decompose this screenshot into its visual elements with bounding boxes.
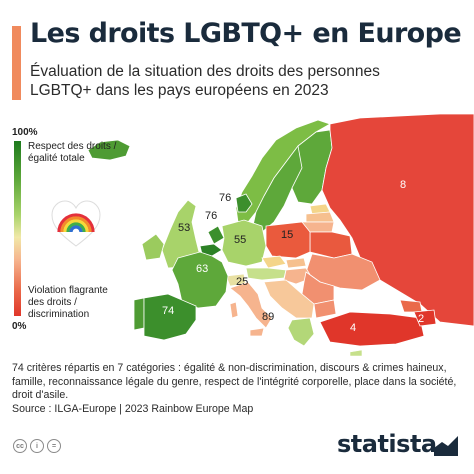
cc-icon: cc [13, 439, 27, 453]
label-france: 63 [196, 263, 208, 275]
legend-top-label-line1: Respect des droits / [28, 141, 117, 152]
legend-bottom-label-line1: Violation flagrante [28, 285, 108, 296]
source-text: Source : ILGA-Europe | 2023 Rainbow Euro… [12, 402, 254, 415]
country-balkans [263, 279, 315, 319]
label-italy: 25 [236, 276, 248, 288]
country-belarus [309, 231, 353, 259]
country-italy [229, 281, 273, 329]
country-germany [221, 219, 267, 267]
legend-color-scale [14, 141, 21, 316]
statista-logo: statista [337, 430, 437, 458]
label-uk: 53 [178, 222, 190, 234]
statista-logo-mark-icon [434, 436, 458, 456]
page-subtitle: Évaluation de la situation des droits de… [30, 63, 380, 99]
europe-map: 76 76 53 55 15 63 74 25 89 8 4 2 [87, 113, 474, 357]
country-czechia [261, 255, 287, 269]
country-iceland [87, 139, 131, 161]
legend-max-value: 100% [12, 127, 38, 138]
country-france [171, 251, 229, 309]
legend-bottom-label-line3: discrimination [28, 309, 90, 320]
country-portugal [133, 297, 145, 331]
rainbow-heart-icon [51, 200, 101, 247]
country-bulgaria [313, 299, 337, 319]
country-denmark [235, 193, 253, 213]
country-slovakia [285, 257, 307, 269]
label-russia: 8 [400, 179, 406, 191]
label-turkey: 4 [350, 322, 356, 334]
country-azerbaijan [413, 309, 437, 327]
country-austria [245, 267, 287, 281]
country-ireland [141, 233, 165, 261]
country-spain [143, 293, 197, 341]
title-accent-bar [12, 26, 21, 100]
country-georgia [399, 299, 423, 313]
country-greece [287, 317, 315, 347]
legend-bottom-label-line2: des droits / [28, 297, 77, 308]
legend-top-label: Respect des droits / égalité totale [28, 141, 116, 165]
no-derivatives-icon: = [47, 439, 61, 453]
label-denmark: 76 [219, 192, 231, 204]
country-turkey [319, 311, 425, 347]
country-netherlands [207, 225, 225, 245]
page-title: Les droits LGBTQ+ en Europe [30, 18, 462, 49]
label-spain: 74 [162, 305, 174, 317]
country-poland [265, 221, 311, 259]
country-russia [321, 113, 474, 327]
label-poland: 15 [281, 229, 293, 241]
footnote-text: 74 critères répartis en 7 catégories : é… [12, 362, 457, 401]
label-netherlands: 76 [205, 210, 217, 222]
country-sardinia [229, 301, 239, 319]
country-sicily [249, 327, 265, 337]
legend-top-label-line2: égalité totale [28, 153, 85, 164]
legend-bottom-label: Violation flagrante des droits / discrim… [28, 285, 110, 321]
label-azerbaijan: 2 [418, 313, 424, 325]
label-greece: 89 [262, 311, 274, 323]
country-cyprus [349, 349, 363, 357]
legend-min-value: 0% [12, 321, 27, 332]
country-latvia [305, 211, 335, 223]
footnote: 74 critères répartis en 7 catégories : é… [12, 362, 467, 416]
license-icons: cc i = [13, 439, 61, 453]
label-germany: 55 [234, 234, 246, 246]
attribution-icon: i [30, 439, 44, 453]
